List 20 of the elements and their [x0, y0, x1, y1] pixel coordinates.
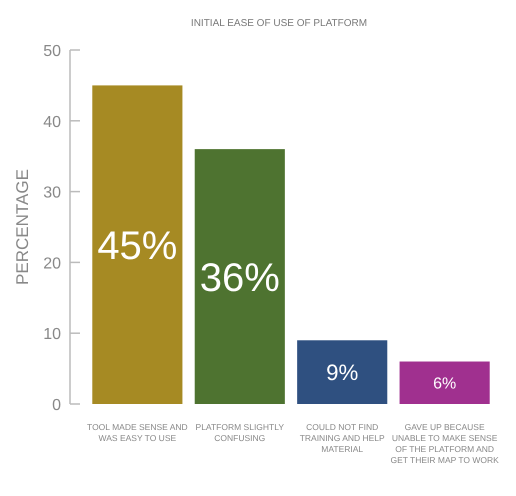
chart-title: INITIAL EASE OF USE OF PLATFORM	[190, 18, 368, 29]
y-tick-label: 50	[43, 43, 62, 60]
y-tick-label: 20	[43, 255, 62, 272]
x-tick-label: TOOL MADE SENSE AND WAS EASY TO USE	[87, 422, 188, 443]
y-tick-label: 0	[52, 397, 62, 414]
y-tick-label: 30	[43, 184, 62, 202]
y-tick-label: 10	[43, 326, 62, 344]
bar	[400, 362, 490, 404]
x-tick-label: PLATFORM SLIGHTLY CONFUSING	[196, 422, 284, 443]
x-tick-label: GAVE UP BECAUSE UNABLE TO MAKE SENSE OF THE PLATFORM AND GET THEIR MAP TO WORK	[390, 422, 500, 465]
bar	[92, 85, 182, 404]
data-label: 36%	[200, 256, 280, 300]
y-axis-title: PERCENTAGE	[13, 169, 32, 285]
data-label: 45%	[97, 224, 178, 268]
x-tick-label: COULD NOT FIND TRAINING AND HELP MATERIAL	[300, 422, 386, 454]
data-label: 9%	[326, 360, 358, 386]
y-tick-label: 40	[43, 114, 62, 131]
bar	[297, 340, 388, 404]
bar	[194, 149, 285, 404]
data-label: 6%	[433, 376, 456, 393]
